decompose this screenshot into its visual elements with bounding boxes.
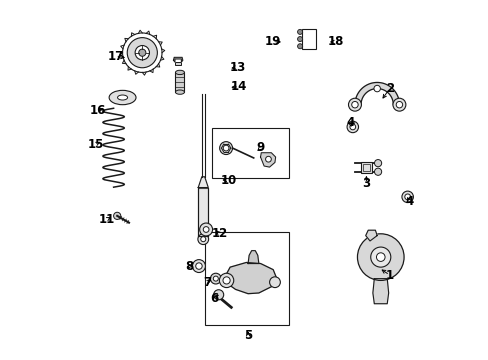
Polygon shape: [260, 153, 275, 167]
Circle shape: [219, 141, 232, 154]
Ellipse shape: [109, 90, 136, 105]
Text: 9: 9: [256, 141, 264, 154]
Bar: [362, 164, 369, 171]
Text: 11: 11: [98, 213, 114, 226]
Bar: [198, 188, 208, 235]
Circle shape: [374, 159, 381, 167]
Circle shape: [223, 145, 228, 151]
Circle shape: [265, 156, 271, 162]
Bar: [175, 72, 184, 92]
Circle shape: [198, 234, 208, 244]
Text: 7: 7: [203, 276, 210, 289]
Circle shape: [269, 277, 280, 288]
Circle shape: [297, 30, 302, 35]
Circle shape: [127, 38, 157, 68]
Circle shape: [219, 273, 233, 288]
Circle shape: [199, 223, 212, 236]
Circle shape: [348, 98, 361, 111]
Circle shape: [213, 276, 218, 281]
Bar: [301, 29, 316, 49]
Circle shape: [357, 234, 403, 280]
Polygon shape: [365, 230, 376, 241]
Circle shape: [213, 290, 223, 300]
Circle shape: [370, 247, 390, 267]
Polygon shape: [173, 57, 183, 62]
Circle shape: [192, 260, 205, 273]
Circle shape: [376, 253, 384, 261]
Text: 17: 17: [107, 50, 123, 63]
Circle shape: [349, 124, 355, 130]
Ellipse shape: [175, 70, 184, 75]
Circle shape: [373, 85, 380, 92]
Polygon shape: [223, 262, 276, 294]
Text: 10: 10: [220, 174, 236, 186]
Text: 15: 15: [87, 138, 103, 150]
Circle shape: [297, 37, 302, 41]
Text: 6: 6: [209, 292, 218, 305]
Polygon shape: [354, 82, 399, 105]
Polygon shape: [198, 177, 208, 188]
Polygon shape: [247, 251, 258, 264]
Circle shape: [401, 191, 412, 203]
Bar: [360, 162, 371, 173]
Circle shape: [139, 49, 145, 56]
Circle shape: [351, 102, 357, 108]
Polygon shape: [372, 279, 388, 304]
Circle shape: [395, 102, 402, 108]
Circle shape: [210, 273, 221, 284]
Bar: [204, 232, 289, 325]
Ellipse shape: [117, 95, 127, 100]
Circle shape: [223, 277, 230, 284]
Text: 12: 12: [211, 227, 227, 240]
Text: 13: 13: [229, 60, 245, 73]
Text: 18: 18: [327, 35, 344, 49]
Text: 3: 3: [362, 177, 370, 190]
Text: 1: 1: [385, 269, 393, 282]
Text: 5: 5: [244, 329, 252, 342]
Circle shape: [135, 45, 149, 60]
Circle shape: [195, 263, 202, 269]
Text: 8: 8: [184, 260, 193, 273]
Circle shape: [203, 226, 208, 232]
Text: 19: 19: [264, 35, 281, 49]
Bar: [212, 128, 289, 178]
Text: 2: 2: [385, 82, 393, 95]
Circle shape: [392, 98, 405, 111]
Text: 4: 4: [346, 116, 354, 129]
Circle shape: [346, 121, 358, 133]
Circle shape: [201, 237, 205, 242]
Ellipse shape: [175, 90, 184, 94]
Text: 4: 4: [405, 195, 413, 208]
Bar: [175, 62, 181, 65]
Text: 16: 16: [89, 104, 105, 117]
Circle shape: [404, 194, 410, 200]
Circle shape: [113, 212, 121, 220]
Circle shape: [374, 168, 381, 175]
Text: 14: 14: [230, 80, 247, 93]
Circle shape: [297, 44, 302, 49]
